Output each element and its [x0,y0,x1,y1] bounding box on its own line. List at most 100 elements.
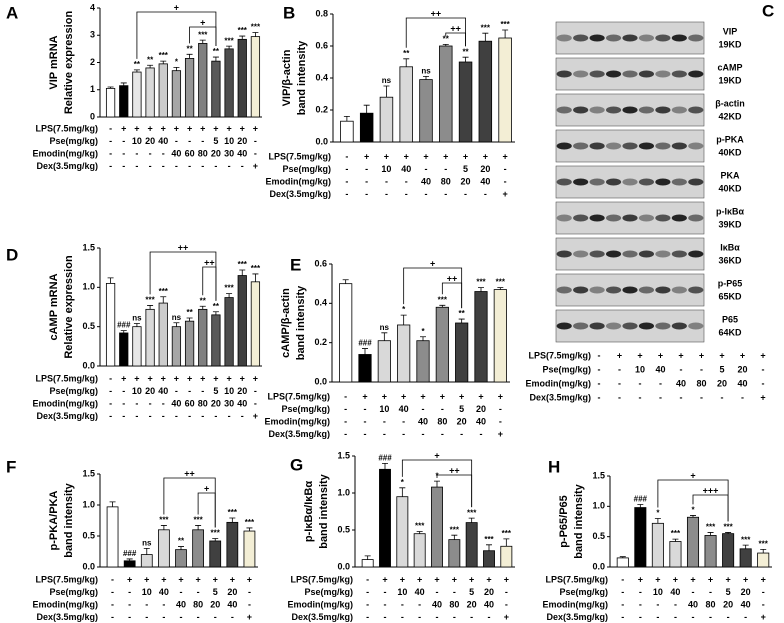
condition-value: 30 [224,398,234,408]
condition-value: 40 [688,599,698,609]
condition-value: - [618,392,621,402]
error-bar [195,525,202,530]
error-bar [619,556,626,558]
significance-label: *** [224,36,234,45]
bar [106,506,119,568]
condition-value: - [201,161,204,171]
condition-value: 20 [210,599,220,609]
significance-label: ns [382,76,392,85]
condition-value: 20 [211,398,221,408]
significance-label: *** [476,278,486,287]
bar [140,554,153,568]
panel-label: B [283,3,295,22]
significance-label: *** [415,522,425,531]
condition-value: + [719,350,724,360]
protein-size: 40KD [718,183,742,193]
condition-value: - [180,612,183,622]
error-bar [382,463,388,470]
condition-value: - [366,587,369,597]
bar [211,60,221,118]
bar [211,314,221,367]
y-axis-title: band intensity [296,40,308,115]
panel-label: C [762,1,774,20]
condition-value: - [122,161,125,171]
condition-value: 20 [145,136,155,146]
protein-name: cAMP [717,62,742,72]
condition-value: - [128,587,131,597]
y-axis-title: Relative expression [63,11,75,115]
condition-value: 5 [463,164,468,174]
y-tick-label: 0.6 [314,258,327,268]
significance-label: ** [403,49,410,58]
y-axis-title: cAMP/β-actin [280,288,292,358]
condition-value: - [135,148,138,158]
protein-name: PKA [720,170,740,180]
bar [243,530,256,568]
error-bar [423,76,429,80]
condition-value: 40 [399,404,409,414]
condition-value: - [504,176,507,186]
condition-value: - [460,429,463,439]
y-tick-label: 0.0 [82,360,95,370]
condition-value: + [459,391,464,401]
bar [237,38,247,118]
comparison-bracket [189,26,217,47]
blot-band [605,286,622,294]
condition-value: 10 [653,587,663,597]
condition-name: Emodin(mg/kg) [266,176,332,186]
significance-label: *** [484,535,494,544]
condition-value: + [725,574,730,584]
blot-band [573,34,589,42]
condition-value: + [420,391,425,401]
blot-band [573,70,589,78]
blot-band [589,250,605,258]
error-bar [503,538,510,547]
error-bar [246,527,253,532]
bar [500,545,513,568]
bar [722,533,735,568]
comparison-bracket [441,282,463,309]
y-tick-label: 1.0 [337,487,350,497]
blot-band [638,322,655,330]
condition-name: Pse(mg/kg) [304,587,353,597]
blot-band [638,70,655,78]
condition-value: - [254,136,257,146]
condition-name: LPS(7.5mg/kg) [545,574,608,584]
blot-band [622,34,638,42]
blot-band [589,178,605,186]
condition-value: - [109,386,112,396]
error-bar [420,336,426,341]
bar [498,37,512,143]
condition-value: - [700,392,703,402]
error-bar [403,58,410,67]
condition-value: 40 [237,148,247,158]
condition-value: 40 [159,587,169,597]
significance-label: *** [238,260,248,269]
bar [616,557,629,568]
condition-value: - [122,148,125,158]
error-bar [199,39,206,44]
condition-value: + [213,123,218,133]
condition-value: + [144,574,149,584]
bar [377,340,391,383]
y-tick-label: 0.2 [314,337,327,347]
condition-value: + [440,391,445,401]
bar [399,66,413,143]
blot-band [605,214,622,222]
bar [483,550,495,568]
condition-name: LPS(7.5mg/kg) [290,574,353,584]
comparison-bracket [405,17,466,48]
condition-value: - [621,612,624,622]
condition-value: 40 [741,599,751,609]
condition-value: - [639,587,642,597]
comparison-label: + [434,450,439,460]
y-tick-label: 0.0 [314,376,327,386]
condition-value: 10 [381,164,391,174]
significance-label: ** [147,55,154,64]
condition-value: - [692,612,695,622]
condition-value: + [401,391,406,401]
condition-value: - [214,161,217,171]
y-tick-label: 0.0 [337,561,350,571]
blot-band [605,70,622,78]
condition-name: Dex(3.5mg/kg) [291,612,353,622]
